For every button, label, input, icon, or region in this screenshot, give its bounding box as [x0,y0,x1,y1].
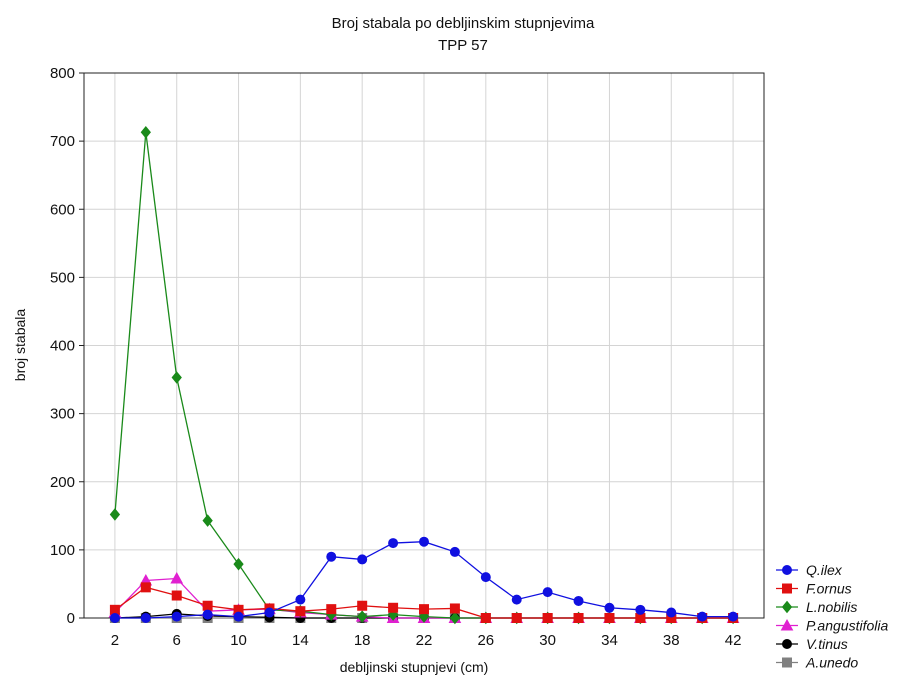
x-tick-label: 38 [663,632,680,649]
legend-item-l-nobilis: L.nobilis [776,599,857,615]
y-tick-label: 0 [67,610,75,627]
data-point-f-ornus [542,613,553,623]
x-tick-label: 42 [725,632,742,649]
data-point-f-ornus [326,604,337,615]
legend-item-p-angustifolia: P.angustifolia [776,618,888,634]
data-point-q-ilex [728,611,739,622]
data-point-q-ilex [511,594,522,605]
x-tick-label: 22 [416,632,433,649]
data-point-q-ilex [264,607,275,618]
x-tick-label: 14 [292,632,309,649]
data-point-q-ilex [635,604,646,615]
data-point-q-ilex [295,594,306,605]
data-point-q-ilex [604,602,615,613]
y-tick-label: 500 [50,269,75,286]
legend-marker-a-unedo [782,657,792,668]
legend-item-f-ornus: F.ornus [776,581,852,597]
data-point-l-nobilis [109,508,121,521]
legend: Q.ilex F.ornus L.nobilis P.angustifolia V.ti… [776,562,888,671]
x-axis-label: debljinski stupnjevi (cm) [340,659,489,675]
y-tick-label: 600 [50,201,75,218]
data-point-l-nobilis [449,611,461,625]
x-tick-label: 30 [539,632,556,649]
data-point-q-ilex [326,551,337,562]
data-point-f-ornus [202,600,213,611]
y-tick-label: 800 [50,65,75,82]
data-point-q-ilex [202,609,213,620]
legend-item-v-tinus: V.tinus [776,636,848,652]
legend-label-v-tinus: V.tinus [806,636,848,652]
data-point-q-ilex [573,595,584,606]
data-point-l-nobilis [140,125,151,139]
chart-title: Broj stabala po debljinskim stupnjevima [332,15,595,32]
y-tick-label: 700 [50,133,75,150]
data-point-f-ornus [171,590,182,601]
legend-marker-q-ilex [782,565,792,575]
data-point-q-ilex [357,554,368,565]
data-point-f-ornus [295,606,306,617]
y-tick-label: 400 [50,338,75,355]
chart-subtitle: TPP 57 [438,37,488,54]
y-tick-label: 300 [50,406,75,423]
legend-marker-v-tinus [782,639,792,649]
y-axis-label: broj stabala [12,309,28,382]
legend-label-p-angustifolia: P.angustifolia [806,618,888,634]
data-point-f-ornus [388,602,399,613]
series-q-ilex [109,536,739,623]
data-point-l-nobilis [357,610,368,623]
data-point-q-ilex [109,613,120,623]
data-point-p-angustifolia [170,571,184,584]
data-point-q-ilex [449,546,460,557]
x-tick-label: 6 [173,632,181,649]
x-tick-label: 18 [354,632,371,649]
legend-item-a-unedo: A.unedo [776,655,858,671]
series-layer [108,125,740,625]
legend-label-l-nobilis: L.nobilis [806,599,857,615]
data-point-q-ilex [388,538,399,549]
y-tick-label: 100 [50,542,75,559]
data-point-q-ilex [697,611,708,622]
data-point-f-ornus [604,613,615,623]
data-point-q-ilex [480,572,491,583]
data-point-f-ornus [635,613,646,623]
x-tick-label: 34 [601,632,618,649]
data-point-q-ilex [171,611,182,622]
legend-item-q-ilex: Q.ilex [776,562,843,578]
data-point-f-ornus [480,613,491,623]
legend-marker-p-angustifolia [780,618,794,631]
legend-marker-f-ornus [782,583,792,594]
legend-marker-l-nobilis [781,600,793,614]
data-point-l-nobilis [202,514,213,527]
data-point-q-ilex [233,611,244,622]
x-tick-label: 26 [477,632,494,649]
legend-label-f-ornus: F.ornus [806,581,852,597]
data-point-f-ornus [140,582,151,593]
data-point-f-ornus [449,603,460,614]
data-point-f-ornus [357,600,368,611]
legend-label-q-ilex: Q.ilex [806,562,843,578]
x-tick-label: 2 [111,632,119,649]
y-tick-label: 200 [50,474,75,491]
data-point-f-ornus [573,613,584,623]
data-point-f-ornus [419,604,429,615]
data-point-q-ilex [419,536,429,547]
data-point-q-ilex [666,607,677,618]
data-point-q-ilex [542,587,553,598]
data-point-q-ilex [140,613,151,623]
data-point-l-nobilis [233,557,244,571]
x-tick-label: 10 [230,632,247,649]
data-point-l-nobilis [171,371,182,384]
data-point-f-ornus [109,604,120,615]
legend-label-a-unedo: A.unedo [805,655,858,671]
data-point-f-ornus [511,613,522,623]
